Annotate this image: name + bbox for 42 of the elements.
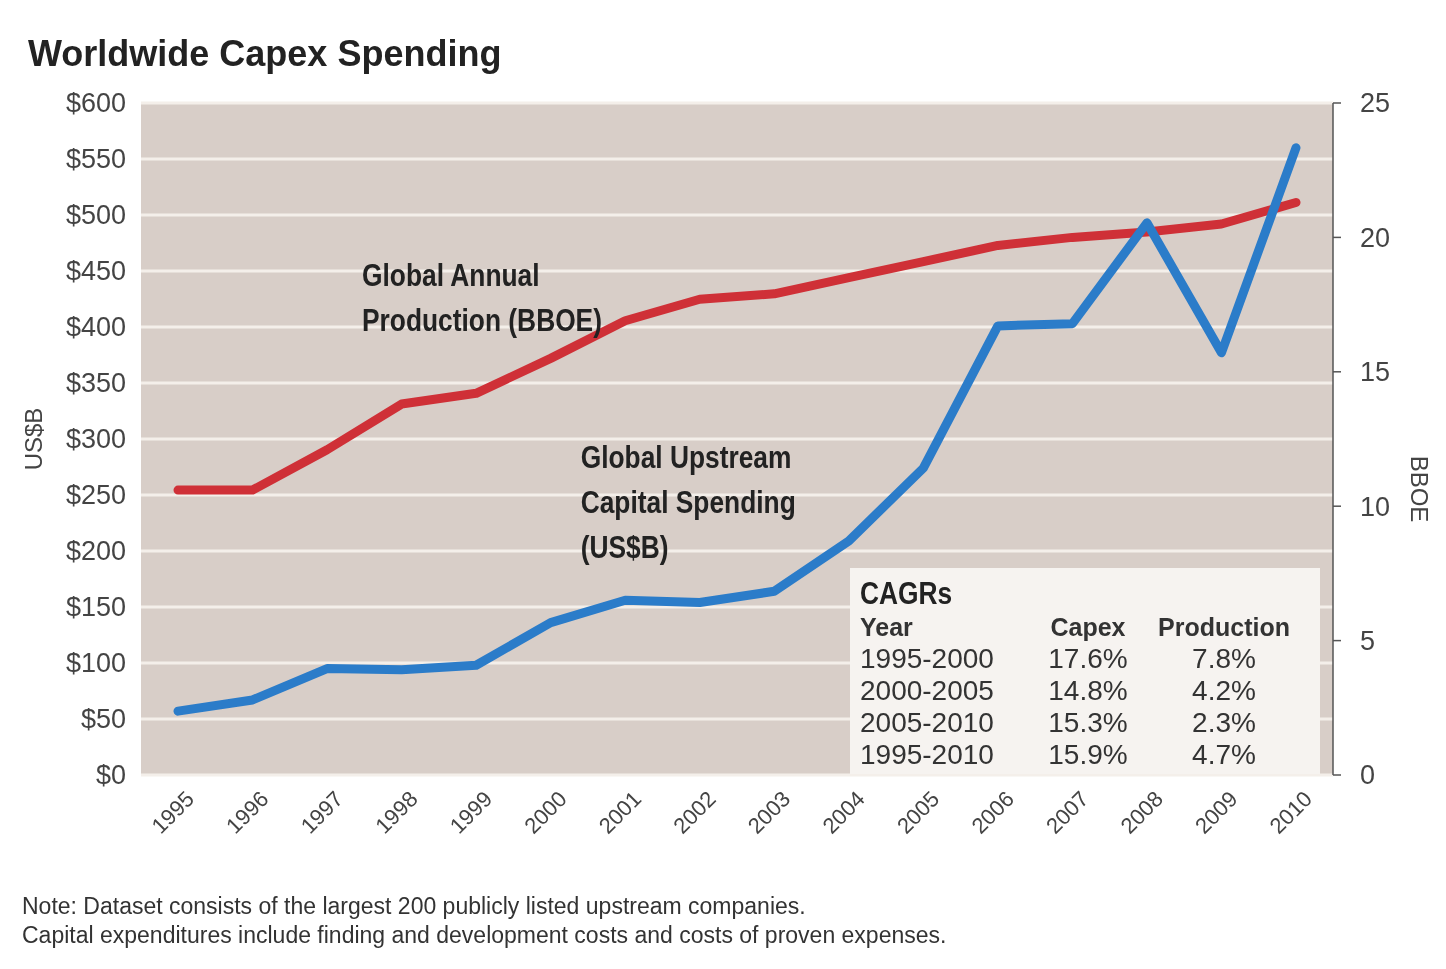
y-tick-label: $500	[65, 200, 126, 231]
y-tick-label: $300	[65, 424, 126, 455]
text: CAGRs	[860, 575, 953, 611]
annotation: 7.8%	[1192, 643, 1256, 674]
y2-tick-label: 0	[1360, 760, 1376, 791]
y2-tick-label: 25	[1360, 88, 1391, 119]
y-tick-label: $100	[65, 648, 126, 679]
y2-tick-label: 10	[1360, 491, 1391, 522]
annotation: 1995-2000	[860, 643, 994, 674]
annotation: 15.3%	[1048, 707, 1128, 738]
y-tick-label: $250	[65, 480, 126, 511]
y-tick-label: $350	[65, 368, 126, 399]
annotation: 4.7%	[1192, 739, 1256, 770]
y-tick-label: $50	[80, 704, 126, 735]
y-tick-label: $150	[65, 592, 126, 623]
y-tick-label: $450	[65, 256, 126, 287]
y2-tick-label: 15	[1360, 357, 1391, 388]
y-tick-label: $550	[65, 144, 126, 175]
y-axis-title: US$B	[20, 407, 47, 471]
annotation: Capex	[1050, 613, 1126, 641]
series-label: Global Upstream Capital Spending (US$B)	[580, 439, 796, 565]
y2-tick-label: 5	[1360, 626, 1376, 657]
annotation: 2.3%	[1192, 707, 1256, 738]
y2-tick-label: 20	[1360, 222, 1391, 253]
y2-axis-title: BBOE	[1406, 455, 1433, 523]
y-tick-label: $400	[65, 312, 126, 343]
annotation: Production	[1158, 613, 1290, 641]
annotation: 2005-2010	[860, 707, 994, 738]
annotation: 17.6%	[1048, 643, 1128, 674]
annotation: Year	[860, 613, 914, 641]
annotation: 2000-2005	[860, 675, 994, 706]
annotation: 4.2%	[1192, 675, 1256, 706]
annotation: 14.8%	[1048, 675, 1128, 706]
text: Note: Dataset consists of the largest 200 publicly listed upstream companies.	[22, 893, 806, 919]
y-tick-label: $200	[65, 536, 126, 567]
series-label: Global Annual Production (BBOE)	[362, 257, 602, 338]
y-tick-label: $600	[65, 88, 126, 119]
annotation: 15.9%	[1048, 739, 1128, 770]
chart-title: Worldwide Capex Spending	[28, 33, 502, 74]
text: Capital expenditures include finding and development costs and costs of proven expenses.	[22, 922, 947, 948]
annotation: 1995-2010	[860, 739, 994, 770]
y-tick-label: $0	[95, 760, 126, 791]
